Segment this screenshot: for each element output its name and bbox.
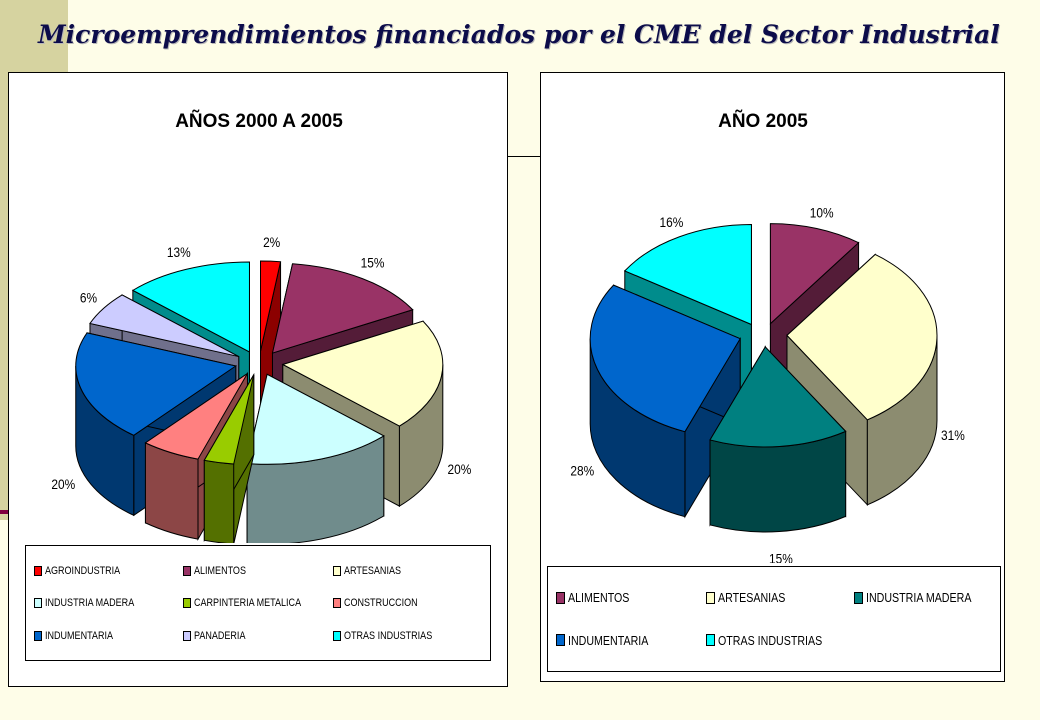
legend-item-indumentaria: INDUMENTARIA [34, 630, 183, 642]
data-label-artesanias: 20% [448, 461, 472, 477]
legend-swatch [34, 598, 42, 608]
legend-label: INDUSTRIA MADERA [45, 597, 135, 609]
data-label-artesanias: 31% [941, 427, 965, 443]
legend-swatch [332, 598, 341, 608]
decorative-dash [0, 510, 8, 514]
legend-swatch [34, 565, 42, 576]
slide-title: Microemprendimientos financiados por el … [38, 20, 1000, 49]
chart-title: AÑOS 2000 A 2005 [175, 110, 343, 132]
legend-item-industria-madera: INDUSTRIA MADERA [34, 597, 183, 609]
chart-panel-2005: AÑO 2005 10% 31% 15% 28% 16% ALIMENTOS ARTESAN… [540, 72, 1005, 682]
pie-slice-industria-madera [246, 373, 385, 543]
legend-label: ALIMENTOS [194, 564, 247, 577]
chart-panel-2000-2005: AÑOS 2000 A 20052%15%20%15%3%6%20%6%13% … [8, 72, 508, 687]
legend-label: CONSTRUCCION [343, 597, 418, 609]
legend-item-alimentos: ALIMENTOS [183, 565, 332, 577]
data-label-indumentaria: 20% [51, 476, 75, 492]
legend-swatch [706, 591, 715, 604]
connector-line [505, 156, 540, 157]
pie-slice-artesanias [786, 253, 938, 507]
legend-item-indumentaria: INDUMENTARIA [556, 633, 706, 648]
data-label-otras-industrias: 16% [660, 214, 684, 230]
legend-swatch [556, 634, 565, 647]
legend-item-artesanias: ARTESANIAS [706, 590, 854, 605]
legend-label: ARTESANIAS [343, 564, 401, 577]
legend-swatch [183, 630, 192, 641]
data-label-industria-madera: 15% [769, 551, 793, 563]
pie-slice-carpinteria-metalica [203, 372, 255, 543]
data-label-alimentos: 10% [810, 204, 834, 220]
legend-swatch [332, 565, 341, 576]
legend-swatch [183, 565, 192, 576]
legend-label: PANADERIA [194, 629, 246, 642]
pie-slice-industria-madera [709, 345, 847, 533]
legend-label: INDUMENTARIA [568, 632, 649, 648]
legend-swatch [854, 591, 863, 604]
legend-item-otras-industrias: OTRAS INDUSTRIAS [706, 633, 854, 648]
legend-2005: ALIMENTOS ARTESANIAS INDUSTRIA MADERA INDUM… [547, 566, 1001, 672]
legend-swatch [332, 630, 341, 641]
data-label-alimentos: 15% [361, 255, 385, 271]
legend-item-artesanias: ARTESANIAS [332, 564, 482, 577]
legend-swatch [34, 630, 42, 641]
legend-item-construccion: CONSTRUCCION [332, 597, 482, 609]
legend-item-panaderia: PANADERIA [183, 630, 332, 642]
chart-title: AÑO 2005 [718, 110, 808, 132]
legend-item-alimentos: ALIMENTOS [556, 590, 706, 605]
data-label-agroindustria: 2% [263, 234, 281, 250]
legend-2000-2005: AGROINDUSTRIA ALIMENTOS ARTESANIAS INDUSTRI… [25, 545, 491, 661]
legend-swatch [556, 591, 565, 604]
legend-item-agroindustria: AGROINDUSTRIA [34, 565, 183, 577]
legend-label: INDUSTRIA MADERA [866, 590, 972, 606]
legend-label: OTRAS INDUSTRIAS [343, 629, 432, 642]
legend-label: ALIMENTOS [568, 590, 630, 606]
legend-item-industria-madera: INDUSTRIA MADERA [854, 590, 995, 605]
legend-swatch [183, 598, 192, 608]
legend-label: AGROINDUSTRIA [45, 564, 121, 577]
legend-item-otras-industrias: OTRAS INDUSTRIAS [332, 629, 482, 642]
legend-label: OTRAS INDUSTRIAS [718, 632, 823, 648]
pie-slice-indumentaria [589, 284, 741, 519]
data-label-indumentaria: 28% [570, 463, 594, 479]
legend-label: ARTESANIAS [718, 590, 786, 606]
legend-label: INDUMENTARIA [45, 629, 113, 642]
legend-swatch [706, 634, 715, 647]
legend-item-carpinteria-metalica: CARPINTERIA METALICA [183, 597, 332, 609]
pie-chart-2005: AÑO 2005 10% 31% 15% 28% 16% [570, 110, 965, 563]
data-label-panaderia: 6% [80, 290, 98, 306]
legend-label: CARPINTERIA METALICA [194, 597, 302, 609]
data-label-otras-industrias: 13% [167, 244, 191, 260]
